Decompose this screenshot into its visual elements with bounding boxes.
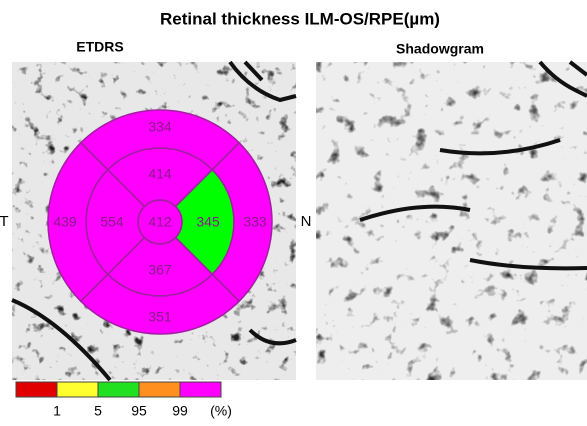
sector-value: 412 bbox=[148, 214, 172, 230]
sector-value: 554 bbox=[100, 214, 124, 230]
legend-label: 1 bbox=[53, 403, 61, 419]
shadowgram-image bbox=[316, 62, 587, 380]
legend: 1 5 95 99 (%) bbox=[16, 382, 232, 419]
legend-label: 5 bbox=[94, 403, 102, 419]
orientation-label: T bbox=[0, 213, 9, 230]
sector-value: 439 bbox=[53, 214, 77, 230]
legend-swatch bbox=[98, 382, 139, 397]
sector-value: 351 bbox=[148, 309, 172, 325]
sector-value: 333 bbox=[243, 214, 267, 230]
etdrs-grid: 412 414 345 367 554 334 333 351 439 bbox=[48, 110, 272, 334]
orientation-label: N bbox=[301, 213, 312, 230]
legend-label: 99 bbox=[172, 403, 188, 419]
legend-label: 95 bbox=[131, 403, 147, 419]
sector-value: 367 bbox=[148, 262, 172, 278]
legend-swatch bbox=[139, 382, 180, 397]
legend-swatch bbox=[16, 382, 57, 397]
legend-swatch bbox=[57, 382, 98, 397]
panel-label: Shadowgram bbox=[396, 41, 484, 57]
sector-value: 334 bbox=[148, 119, 172, 135]
page: Retinal thickness ILM-OS/RPE(µm) ETDRS S… bbox=[0, 0, 587, 421]
title: Retinal thickness ILM-OS/RPE(µm) bbox=[160, 9, 440, 28]
legend-swatch bbox=[180, 382, 221, 397]
sector-value: 414 bbox=[148, 166, 172, 182]
sector-value: 345 bbox=[196, 214, 220, 230]
panel-label: ETDRS bbox=[76, 39, 123, 55]
legend-label: (%) bbox=[210, 403, 232, 419]
